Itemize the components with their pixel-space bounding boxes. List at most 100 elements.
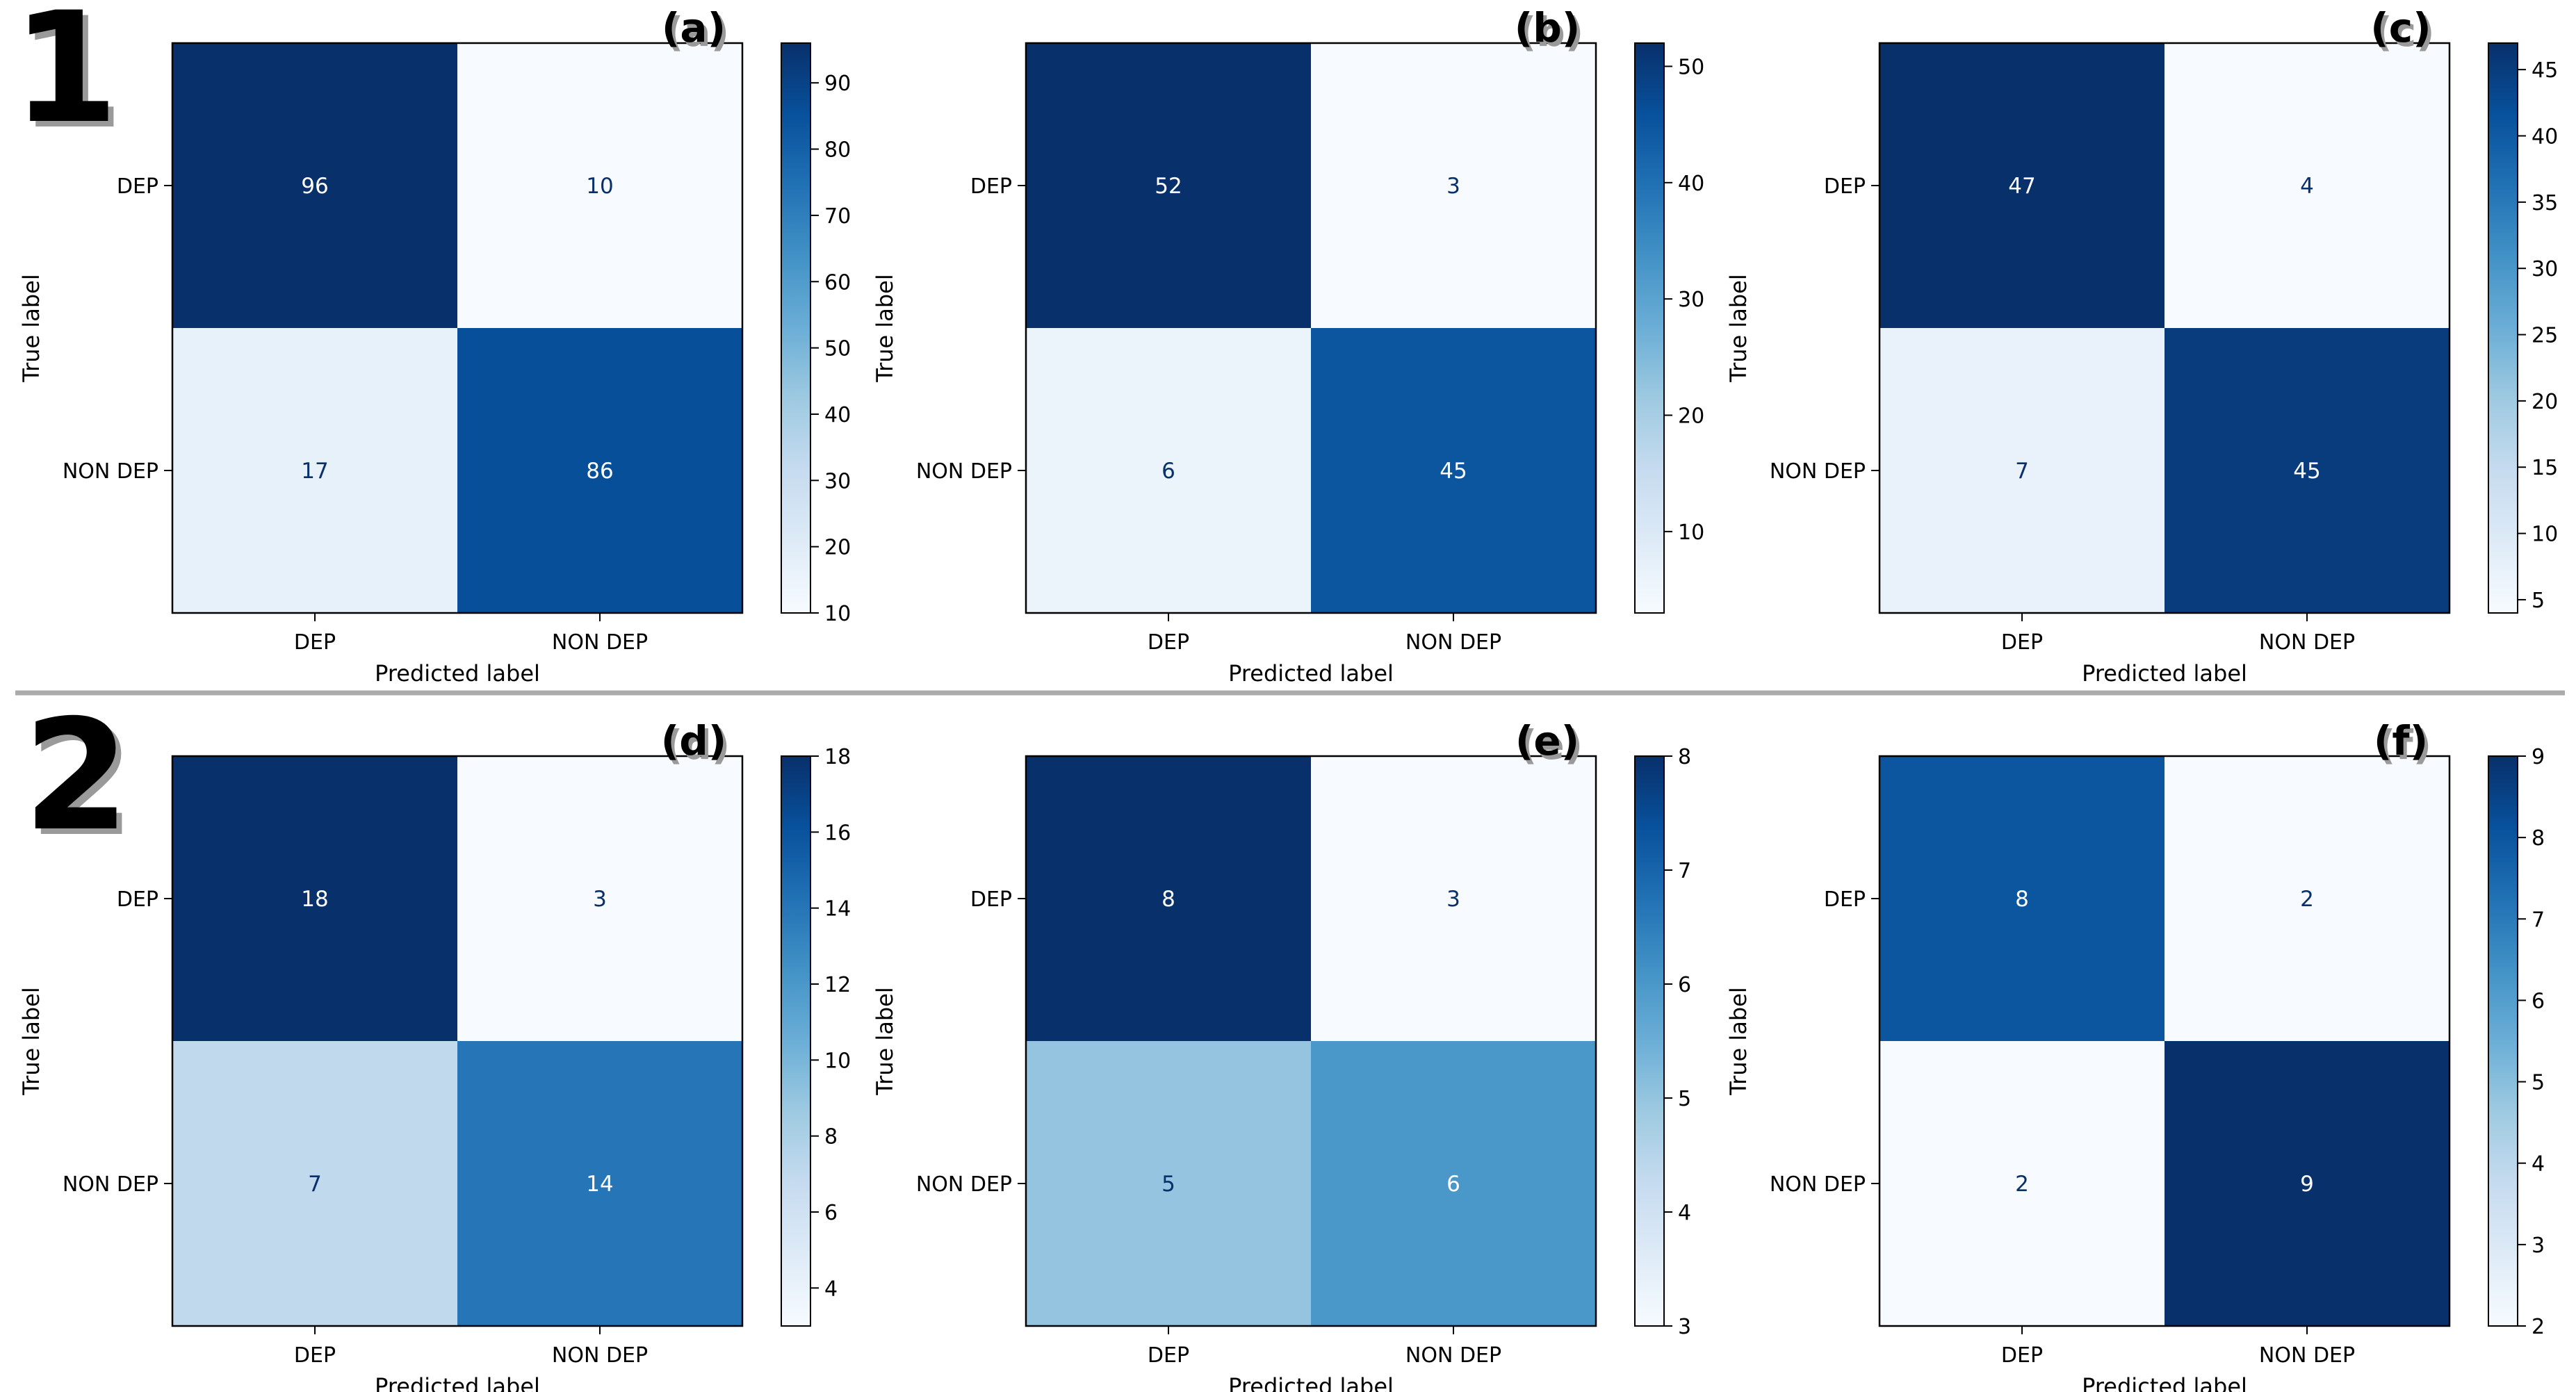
colorbar-tick-label: 5 xyxy=(2532,589,2545,613)
panel-label-shadow: (b) xyxy=(1518,8,1584,56)
plot-frame xyxy=(1878,42,2451,614)
matrix-cell xyxy=(457,1041,742,1326)
y-axis-label: True label xyxy=(1725,987,1752,1096)
panel-label: (e) xyxy=(1515,717,1579,764)
panel-label-shadow: (a) xyxy=(665,8,729,56)
y-tick-label: DEP xyxy=(117,174,158,199)
plot-frame xyxy=(171,42,744,614)
colorbar-tick-label: 12 xyxy=(824,973,851,997)
row-label-1: 1 1 xyxy=(12,0,124,163)
colorbar-tick-label: 10 xyxy=(824,602,851,626)
y-tick-label: DEP xyxy=(117,887,158,912)
colorbar-tick-label: 15 xyxy=(2532,456,2558,480)
cell-value-label: 47 xyxy=(2008,174,2035,199)
colorbar-tick-label: 9 xyxy=(2532,745,2545,769)
colorbar-gradient xyxy=(1635,756,1664,1326)
plot-frame xyxy=(1025,755,1597,1327)
colorbar-tick-label: 25 xyxy=(2532,324,2558,348)
colorbar-tick-label: 7 xyxy=(2532,908,2545,932)
panel-label-shadow: (e) xyxy=(1519,721,1583,769)
matrix-cell xyxy=(1311,1041,1596,1326)
y-tick-label: NON DEP xyxy=(916,459,1012,484)
cell-value-label: 96 xyxy=(301,174,328,199)
cell-value-label: 86 xyxy=(586,459,613,484)
confusion-matrix-panel: 8 3 5 6 DEP NON DEP DEP NON DEP Predicted label T… xyxy=(872,717,1691,1392)
matrix-cell xyxy=(457,756,742,1041)
colorbar-frame xyxy=(1634,42,1665,614)
y-tick-label: DEP xyxy=(1824,887,1866,912)
panel-label: (d) xyxy=(661,717,727,764)
colorbar-tick-label: 10 xyxy=(824,1049,851,1073)
y-tick-label: NON DEP xyxy=(63,1172,158,1197)
cell-value-label: 7 xyxy=(2015,459,2029,484)
colorbar-tick-label: 20 xyxy=(824,536,851,560)
svg-text:2: 2 xyxy=(28,692,135,870)
colorbar-tick-label: 5 xyxy=(2532,1071,2545,1095)
colorbar-tick-label: 20 xyxy=(2532,390,2558,414)
cell-value-label: 4 xyxy=(2300,174,2314,199)
colorbar-gradient xyxy=(2488,43,2518,613)
matrix-cell xyxy=(1880,43,2165,328)
cell-value-label: 6 xyxy=(1161,459,1175,484)
cell-value-label: 2 xyxy=(2300,887,2314,912)
colorbar-tick-label: 40 xyxy=(2532,124,2558,149)
matrix-cell xyxy=(2165,43,2449,328)
x-tick-label: NON DEP xyxy=(2259,1343,2355,1368)
colorbar-tick-label: 30 xyxy=(2532,257,2558,281)
colorbar-tick-label: 8 xyxy=(1678,745,1691,769)
colorbar-tick-label: 3 xyxy=(1678,1315,1691,1339)
matrix-cell xyxy=(1026,756,1311,1041)
svg-text:2: 2 xyxy=(23,687,129,865)
colorbar-gradient xyxy=(1635,43,1664,613)
cell-value-label: 18 xyxy=(301,887,328,912)
colorbar-tick-label: 35 xyxy=(2532,191,2558,215)
confusion-matrix-panel: 96 10 17 86 DEP NON DEP DEP NON DEP Predicted la… xyxy=(18,4,851,687)
x-tick-label: NON DEP xyxy=(1405,1343,1501,1368)
y-axis-label: True label xyxy=(18,987,44,1096)
colorbar-tick-label: 4 xyxy=(1678,1201,1691,1225)
colorbar-tick-label: 6 xyxy=(1678,973,1691,997)
cell-value-label: 3 xyxy=(1446,174,1460,199)
matrix-cell xyxy=(172,43,457,328)
x-tick-label: NON DEP xyxy=(552,630,648,655)
colorbar-gradient xyxy=(781,43,810,613)
colorbar-tick-label: 18 xyxy=(824,745,851,769)
colorbar-frame xyxy=(2488,42,2518,614)
cell-value-label: 52 xyxy=(1155,174,1182,199)
matrix-cell xyxy=(172,756,457,1041)
matrix-cell xyxy=(172,328,457,613)
colorbar-gradient xyxy=(2488,756,2518,1326)
cell-value-label: 45 xyxy=(2293,459,2320,484)
colorbar-tick-label: 40 xyxy=(1678,172,1704,196)
y-tick-label: NON DEP xyxy=(1770,1172,1866,1197)
colorbar-frame xyxy=(781,755,811,1327)
y-tick-label: DEP xyxy=(970,174,1012,199)
matrix-cell xyxy=(1026,43,1311,328)
colorbar-tick-label: 45 xyxy=(2532,58,2558,83)
x-tick-label: NON DEP xyxy=(552,1343,648,1368)
colorbar-tick-label: 8 xyxy=(824,1125,838,1149)
panel-label-shadow: (c) xyxy=(2374,8,2434,56)
y-tick-label: NON DEP xyxy=(916,1172,1012,1197)
y-axis-label: True label xyxy=(18,274,44,383)
confusion-matrix-panel: 18 3 7 14 DEP NON DEP DEP NON DEP Predicted labe… xyxy=(18,717,851,1392)
y-axis-label: True label xyxy=(872,987,898,1096)
x-tick-label: DEP xyxy=(1148,1343,1189,1368)
cell-value-label: 8 xyxy=(2015,887,2029,912)
y-axis-label: True label xyxy=(872,274,898,383)
matrix-cell xyxy=(1311,328,1596,613)
cell-value-label: 6 xyxy=(1446,1172,1460,1197)
cell-value-label: 7 xyxy=(308,1172,322,1197)
matrix-cell xyxy=(1311,43,1596,328)
y-axis-label: True label xyxy=(1725,274,1752,383)
cell-value-label: 3 xyxy=(1446,887,1460,912)
plot-frame xyxy=(1025,42,1597,614)
colorbar-tick-label: 10 xyxy=(1678,521,1704,545)
panel-label: (b) xyxy=(1515,4,1581,51)
colorbar-tick-label: 2 xyxy=(2532,1315,2545,1339)
matrix-cell xyxy=(1311,756,1596,1041)
matrix-cell xyxy=(457,43,742,328)
colorbar-tick-label: 70 xyxy=(824,204,851,229)
x-tick-label: NON DEP xyxy=(1405,630,1501,655)
